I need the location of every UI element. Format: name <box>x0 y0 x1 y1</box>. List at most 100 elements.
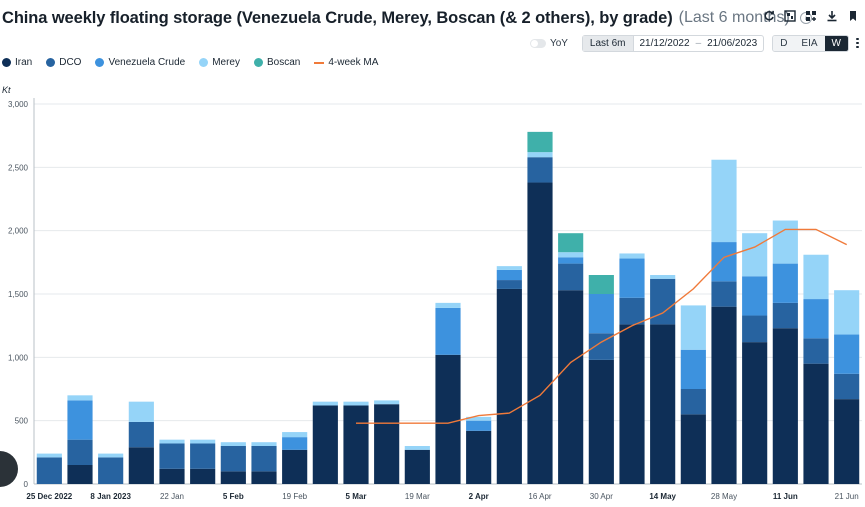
legend-label: Iran <box>15 57 33 68</box>
chart-toolbar <box>763 10 859 22</box>
bar-segment-merey <box>619 253 645 259</box>
bar-segment-merey <box>742 233 768 277</box>
download-icon[interactable] <box>826 10 838 22</box>
bar-segment-merey <box>803 254 829 300</box>
legend-item-venezuela-crude[interactable]: Venezuela Crude <box>95 57 185 68</box>
bar-segment-venezuela-crude <box>834 334 860 374</box>
bookmark-icon[interactable] <box>847 10 859 22</box>
y-tick-label: 1,000 <box>8 353 29 362</box>
bar-segment-merey <box>220 442 246 446</box>
more-options-icon[interactable] <box>856 37 859 49</box>
y-tick-label: 1,500 <box>8 290 29 299</box>
bar-segment-iran <box>374 404 400 484</box>
bar-segment-dco <box>36 457 62 484</box>
bar-segment-iran <box>128 447 154 484</box>
bar-segment-iran <box>772 328 798 484</box>
bar-segment-boscan <box>558 233 584 253</box>
bar-segment-iran <box>190 468 216 484</box>
legend-label: Venezuela Crude <box>108 57 186 68</box>
bar-segment-dco <box>251 446 277 472</box>
chart-subtitle: (Last 6 months) <box>678 9 790 26</box>
x-tick-label: 19 Mar <box>405 492 430 501</box>
bar-segment-iran <box>803 363 829 484</box>
bar-segment-merey <box>251 442 277 446</box>
bar-segment-dco <box>680 389 706 415</box>
chart-controls: YoY Last 6m 21/12/2022 – 21/06/2023 D EI… <box>529 34 859 52</box>
x-tick-label: 19 Feb <box>282 492 307 501</box>
bar-segment-merey <box>466 416 492 421</box>
bar-segment-dco <box>128 421 154 448</box>
dashboard-add-icon[interactable] <box>805 10 817 22</box>
bar-segment-iran <box>159 468 185 484</box>
bar-segment-iran <box>527 182 553 485</box>
bar-segment-merey <box>98 453 124 458</box>
bar-segment-venezuela-crude <box>558 257 584 264</box>
info-icon[interactable]: i <box>799 12 812 24</box>
bar-segment-iran <box>496 288 522 484</box>
bar-segment-merey <box>159 439 185 444</box>
x-tick-label: 11 Jun <box>773 492 798 501</box>
bar-segment-venezuela-crude <box>588 294 614 334</box>
chat-bubble-button[interactable] <box>0 451 18 487</box>
bar-segment-merey <box>435 302 461 308</box>
bar-segment-merey <box>312 401 338 406</box>
bar-segment-dco <box>67 439 93 465</box>
bar-segment-iran <box>742 342 768 484</box>
legend-item-4-week-ma[interactable]: 4-week MA <box>314 57 378 68</box>
legend-item-merey[interactable]: Merey <box>199 57 240 68</box>
bar-segment-venezuela-crude <box>435 307 461 355</box>
x-tick-label: 14 May <box>649 492 676 501</box>
bar-segment-iran <box>619 324 645 484</box>
bar-segment-merey <box>711 159 737 243</box>
x-tick-label: 21 Jun <box>835 492 859 501</box>
bar-segment-iran <box>466 430 492 484</box>
bar-segment-iran <box>282 449 308 484</box>
frequency-selector: D EIA W <box>772 34 849 52</box>
date-to-field[interactable]: 21/06/2023 <box>707 37 758 49</box>
legend-item-boscan[interactable]: Boscan <box>254 57 300 68</box>
x-tick-label: 16 Apr <box>528 492 551 501</box>
date-separator: – <box>695 37 702 49</box>
bar-segment-dco <box>558 263 584 291</box>
legend-item-dco[interactable]: DCO <box>46 57 81 68</box>
y-tick-label: 500 <box>15 417 29 426</box>
freq-weekly-button[interactable]: W <box>824 35 848 51</box>
y-axis-unit-label: Kt <box>2 85 11 95</box>
range-preset-button[interactable]: Last 6m <box>582 35 634 51</box>
bar-segment-merey <box>128 401 154 422</box>
legend-label: DCO <box>59 57 82 68</box>
bar-segment-iran <box>711 306 737 484</box>
legend-label: Merey <box>212 57 240 68</box>
x-tick-label: 30 Apr <box>590 492 613 501</box>
yoy-toggle[interactable] <box>529 38 546 48</box>
bar-segment-dco <box>803 338 829 364</box>
bar-segment-venezuela-crude <box>282 437 308 450</box>
expand-chart-icon[interactable] <box>784 10 796 22</box>
moving-average-line <box>356 228 848 424</box>
bar-segment-venezuela-crude <box>772 263 798 303</box>
bar-segment-merey <box>404 446 430 450</box>
bar-segment-iran <box>435 354 461 484</box>
freq-daily-button[interactable]: D <box>773 35 795 51</box>
freq-eia-button[interactable]: EIA <box>794 35 825 51</box>
bar-segment-dco <box>711 281 737 307</box>
bar-segment-dco <box>772 302 798 329</box>
bar-segment-dco <box>496 280 522 289</box>
bar-segment-merey <box>558 252 584 258</box>
legend-label: Boscan <box>267 57 301 68</box>
legend-swatch <box>2 58 11 67</box>
bar-segment-iran <box>834 399 860 484</box>
date-from-field[interactable]: 21/12/2022 <box>639 37 690 49</box>
bar-segment-merey <box>282 432 308 438</box>
bar-segment-iran <box>680 414 706 484</box>
refresh-icon[interactable] <box>763 10 775 22</box>
bar-segment-merey <box>190 439 216 444</box>
y-tick-label: 0 <box>24 480 29 489</box>
legend-item-iran[interactable]: Iran <box>2 57 32 68</box>
x-tick-label: 25 Dec 2022 <box>26 492 72 501</box>
bar-segment-merey <box>36 453 62 458</box>
bar-segment-iran <box>251 471 277 484</box>
x-tick-label: 5 Mar <box>346 492 367 501</box>
legend-swatch <box>254 58 263 67</box>
y-tick-label: 2,000 <box>8 227 29 236</box>
